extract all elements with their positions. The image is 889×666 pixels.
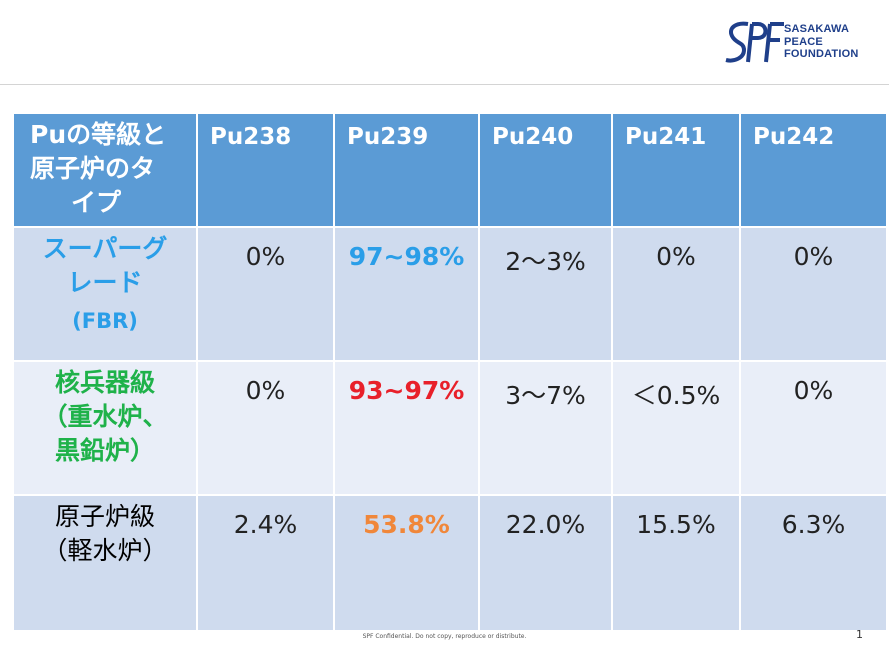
page-number: 1 <box>856 628 863 641</box>
header-pu240: Pu240 <box>478 112 613 228</box>
label-line: （軽水炉） <box>42 536 168 565</box>
header-pu238: Pu238 <box>196 112 335 228</box>
label-sub: (FBR) <box>72 309 138 333</box>
spf-logo-mark-icon <box>725 21 784 63</box>
cell-value-highlight: 53.8% <box>333 494 480 632</box>
header-pu242: Pu242 <box>739 112 888 228</box>
cell-value: 2.4% <box>196 494 335 632</box>
cell-value: 2～3% <box>478 226 613 362</box>
label-line: 原子炉級 <box>54 502 155 531</box>
spf-logo: SASAKAWA PEACE FOUNDATION <box>722 18 872 68</box>
label-line: スーパーグ <box>42 234 168 263</box>
header-divider <box>0 84 889 85</box>
row-label-super-grade: スーパーグ レード (FBR) <box>12 226 198 362</box>
cell-value: 0% <box>611 226 741 362</box>
table-row: スーパーグ レード (FBR) 0% 97~98% 2～3% 0% 0% <box>12 226 888 362</box>
cell-value: 15.5% <box>611 494 741 632</box>
header-line: Puの等級と <box>30 120 167 149</box>
header-grade-type: Puの等級と 原子炉のタ イプ <box>12 112 198 228</box>
row-label-reactor-grade: 原子炉級 （軽水炉） <box>12 494 198 632</box>
row-label-weapon-grade: 核兵器級 （重水炉、 黒鉛炉） <box>12 360 198 496</box>
header-line: 原子炉のタ <box>30 154 156 183</box>
cell-value: 0% <box>196 360 335 496</box>
cell-value: 0% <box>196 226 335 362</box>
logo-line-2: PEACE <box>784 35 823 48</box>
plutonium-grade-table: Puの等級と 原子炉のタ イプ Pu238 Pu239 Pu240 Pu241 … <box>12 112 888 632</box>
label-line: レード <box>67 268 143 297</box>
label-line: 黒鉛炉） <box>54 436 155 465</box>
logo-line-3: FOUNDATION <box>784 48 859 60</box>
header-pu239: Pu239 <box>333 112 480 228</box>
header-line: イプ <box>70 188 121 217</box>
cell-value-highlight: 93~97% <box>333 360 480 496</box>
cell-value: 22.0% <box>478 494 613 632</box>
cell-value-highlight: 97~98% <box>333 226 480 362</box>
table-header-row: Puの等級と 原子炉のタ イプ Pu238 Pu239 Pu240 Pu241 … <box>12 112 888 228</box>
table-row: 原子炉級 （軽水炉） 2.4% 53.8% 22.0% 15.5% 6.3% <box>12 494 888 632</box>
cell-value: 3～7% <box>478 360 613 496</box>
logo-text: SASAKAWA PEACE FOUNDATION <box>784 23 859 61</box>
cell-value: 0% <box>739 360 888 496</box>
cell-value: ＜0.5% <box>611 360 741 496</box>
cell-value: 6.3% <box>739 494 888 632</box>
table-row: 核兵器級 （重水炉、 黒鉛炉） 0% 93~97% 3～7% ＜0.5% 0% <box>12 360 888 496</box>
logo-line-1: SASAKAWA <box>784 23 850 35</box>
label-line: （重水炉、 <box>42 402 168 431</box>
label-line: 核兵器級 <box>54 368 155 397</box>
header-pu241: Pu241 <box>611 112 741 228</box>
confidential-notice: SPF Confidential. Do not copy, reproduce… <box>362 633 527 640</box>
cell-value: 0% <box>739 226 888 362</box>
